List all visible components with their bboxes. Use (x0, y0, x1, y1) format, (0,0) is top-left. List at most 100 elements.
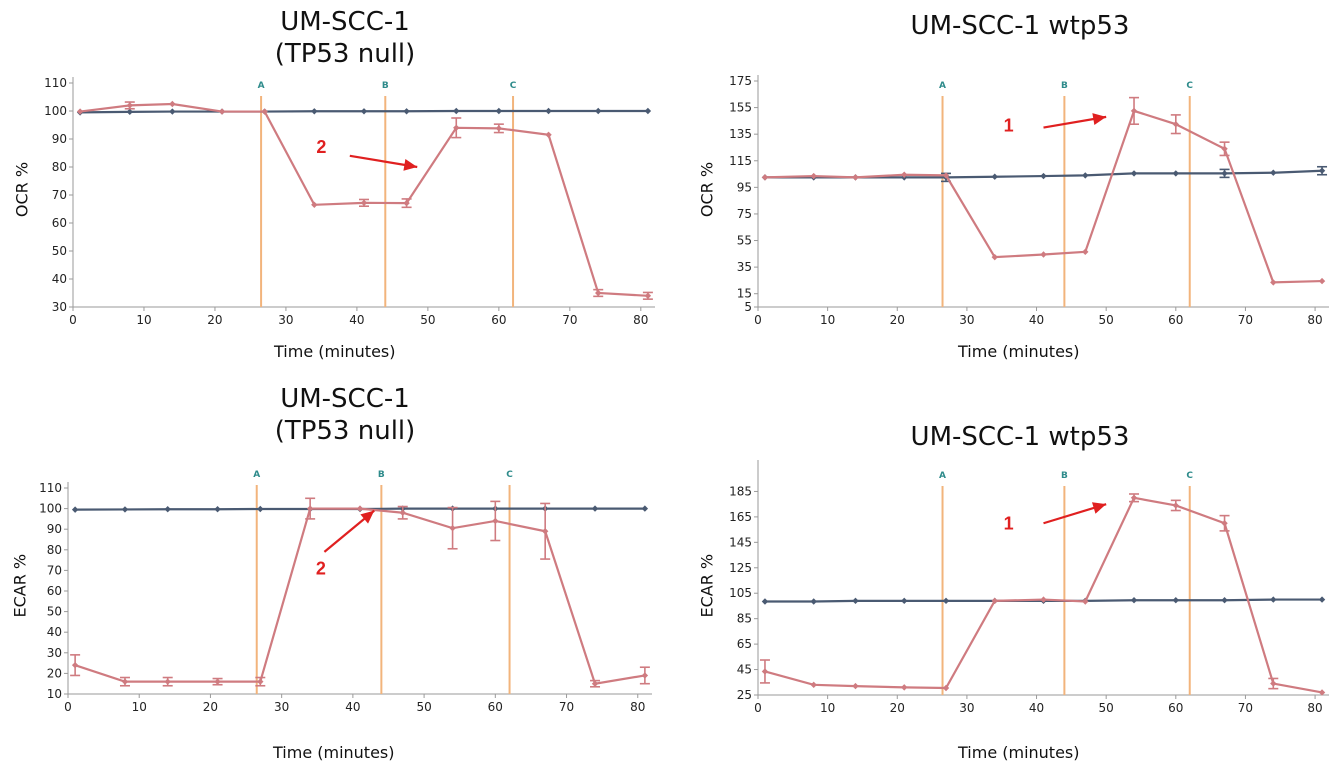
data-point (169, 108, 176, 115)
y-tick-label: 115 (729, 154, 752, 168)
data-point (641, 505, 649, 512)
y-tick-label: 70 (47, 563, 62, 577)
data-point (991, 173, 998, 180)
data-point (761, 174, 769, 181)
data-point (1172, 170, 1180, 177)
data-point (991, 597, 998, 605)
y-tick-label: 60 (52, 216, 67, 230)
injection-marker-label: B (1061, 81, 1068, 91)
data-point (1270, 596, 1277, 603)
chart-plot: 25 45 65 85 105 125 145 165 185 0 10 20 30 40 50 60 70 80… (729, 460, 1329, 715)
x-tick-label: 50 (420, 313, 435, 327)
x-tick-label: 70 (562, 313, 577, 327)
y-tick-label: 65 (737, 637, 752, 651)
data-point (164, 678, 171, 685)
chart-title-line-1: UM-SCC-1 wtp53 (910, 11, 1130, 41)
x-tick-label: 30 (274, 700, 289, 714)
data-point (1270, 279, 1277, 286)
chart-plot: 30 40 50 60 70 80 90 100 110 0 10 20 30 40 50 60 70 80 A B C… (44, 76, 655, 327)
y-tick-label: 45 (737, 663, 752, 677)
x-tick-label: 30 (278, 313, 293, 327)
y-tick-label: 80 (52, 160, 67, 174)
data-point (1270, 169, 1277, 176)
data-point (306, 505, 314, 512)
annotation-label: 2 (316, 137, 326, 157)
y-tick-label: 20 (47, 666, 62, 680)
x-tick-label: 10 (820, 313, 835, 327)
data-point (214, 506, 221, 513)
data-point (126, 108, 133, 116)
data-point (453, 107, 460, 115)
chart-title: UM-SCC-1 wtp53 (835, 10, 1205, 42)
injection-marker-label: C (506, 470, 513, 480)
data-point (399, 509, 406, 516)
data-point (1221, 520, 1228, 527)
data-point (991, 253, 998, 261)
data-point (1172, 502, 1180, 509)
data-point (495, 107, 503, 115)
x-tick-label: 20 (890, 313, 905, 327)
chart-title: UM-SCC-1 wtp53 (835, 421, 1205, 453)
x-tick-label: 60 (491, 313, 506, 327)
y-tick-label: 165 (729, 510, 752, 524)
data-point (1318, 277, 1326, 285)
data-point (121, 678, 129, 685)
x-axis-label: Time (minutes) (958, 743, 1080, 762)
y-tick-label: 30 (47, 646, 62, 660)
y-tick-label: 15 (737, 287, 752, 301)
y-tick-label: 100 (44, 104, 67, 118)
chart-title: UM-SCC-1 (TP53 null) (70, 383, 620, 447)
x-tick-label: 10 (132, 700, 147, 714)
data-point (1130, 170, 1138, 177)
y-axis-label: OCR % (12, 161, 32, 218)
y-tick-label: 145 (729, 535, 752, 549)
x-tick-label: 60 (488, 700, 503, 714)
data-point (449, 524, 456, 532)
x-tick-label: 70 (559, 700, 574, 714)
y-tick-label: 50 (52, 244, 67, 258)
data-point (1040, 251, 1047, 258)
y-tick-label: 110 (39, 481, 62, 495)
data-point (257, 505, 264, 513)
data-point (169, 100, 176, 108)
y-tick-label: 75 (737, 207, 752, 221)
injection-marker-label: C (1186, 471, 1193, 481)
y-tick-label: 70 (52, 188, 67, 202)
data-point (164, 506, 171, 513)
data-point (545, 131, 552, 138)
injection-marker-label: C (510, 81, 517, 91)
y-tick-label: 185 (729, 484, 752, 498)
data-point (901, 597, 908, 605)
x-tick-label: 80 (1307, 313, 1322, 327)
x-tick-label: 40 (1029, 701, 1044, 715)
x-tick-label: 0 (69, 313, 77, 327)
injection-marker-label: B (1061, 471, 1068, 481)
chart-plot: 515 35 55 75 95 115 135 155 175 0 10 20 30 40 50 60 70 80… (729, 74, 1329, 327)
y-axis-label: OCR % (697, 161, 717, 218)
data-point (761, 598, 769, 605)
x-tick-label: 50 (1099, 701, 1114, 715)
injection-marker-label: A (258, 81, 265, 91)
x-tick-label: 30 (959, 313, 974, 327)
y-tick-label: 100 (39, 502, 62, 516)
x-tick-label: 80 (633, 313, 648, 327)
data-point (1040, 172, 1047, 180)
x-tick-label: 70 (1238, 701, 1253, 715)
data-point (76, 108, 84, 115)
y-tick-label: 55 (737, 234, 752, 248)
data-point (218, 108, 226, 115)
y-tick-label: 40 (47, 625, 62, 639)
data-point (1082, 248, 1089, 256)
y-tick-label: 110 (44, 76, 67, 90)
data-point (595, 107, 602, 115)
x-tick-label: 20 (207, 313, 222, 327)
y-tick-label: 25 (737, 688, 752, 702)
x-axis-label: Time (minutes) (958, 342, 1080, 361)
data-point (311, 108, 318, 115)
annotation-arrowhead (360, 510, 375, 524)
y-tick-label: 175 (729, 74, 752, 88)
data-point (1172, 121, 1180, 128)
chart-panel: UM-SCC-1 (TP53 null) 10 20 30 40 50 60 70 80 90 1… (0, 381, 665, 763)
y-tick-label: 135 (729, 127, 752, 141)
